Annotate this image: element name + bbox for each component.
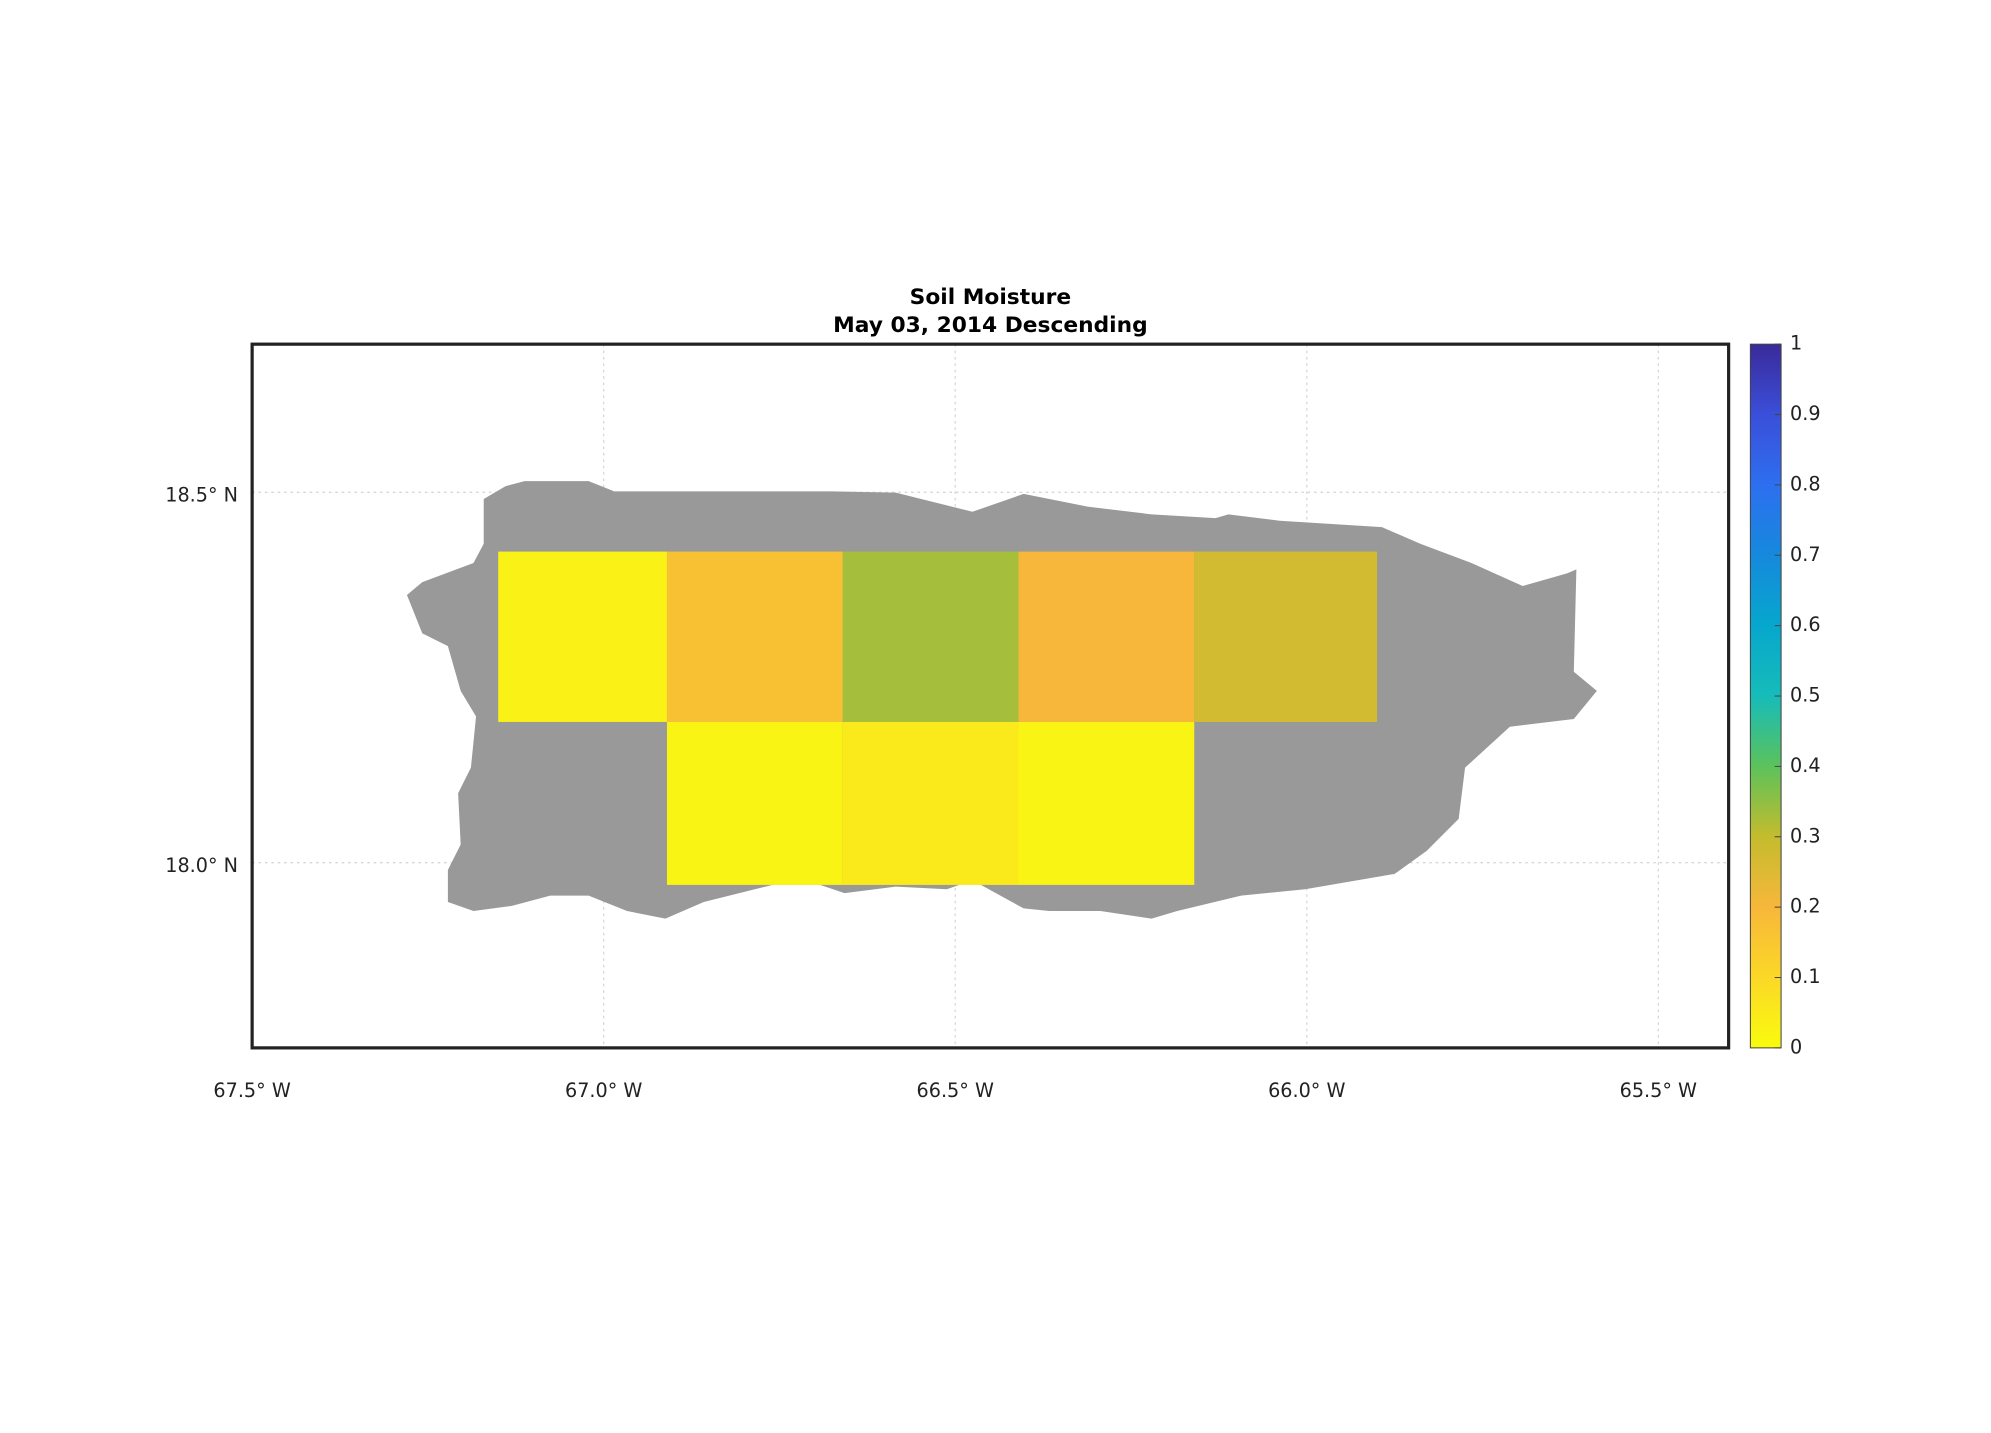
colorbar-tick-label: 0.9 [1790, 402, 1821, 425]
cell [1018, 551, 1195, 722]
x-tick-label: 65.5° W [1620, 1079, 1697, 1102]
cell [1194, 551, 1378, 722]
colorbar-tick-label: 0.5 [1790, 684, 1821, 707]
cells [498, 551, 1378, 885]
cell [842, 721, 1019, 885]
cell [666, 721, 843, 885]
cell [666, 551, 843, 722]
colorbar-tick-label: 0.6 [1790, 613, 1821, 636]
chart-subtitle: May 03, 2014 Descending [833, 313, 1148, 338]
colorbar-tick-label: 1 [1790, 332, 1802, 355]
colorbar-tick-label: 0.3 [1790, 824, 1821, 847]
x-tick-label: 66.5° W [917, 1079, 994, 1102]
x-tick-label: 67.0° W [565, 1079, 642, 1102]
x-tick-label: 67.5° W [213, 1079, 290, 1102]
y-tick-label: 18.5° N [165, 484, 238, 507]
colorbar-tick-label: 0.7 [1790, 543, 1821, 566]
cell [842, 551, 1019, 722]
colorbar-tick-label: 0.8 [1790, 472, 1821, 495]
cell [498, 551, 667, 722]
plot-frame [250, 342, 1731, 1050]
chart-title: Soil Moisture [910, 285, 1071, 310]
colorbar-tick-label: 0.1 [1790, 965, 1821, 988]
colorbar-ticks: 0 0.1 0.2 0.3 0.4 0.5 0.6 0.7 0.8 0.9 1 [1774, 332, 1821, 1058]
colorbar-tick-label: 0.2 [1790, 895, 1821, 918]
colorbar-tick-label: 0.4 [1790, 754, 1821, 777]
x-tick-label: 66.0° W [1268, 1079, 1345, 1102]
colorbar-tick-label: 0 [1790, 1035, 1802, 1058]
ticks: 67.5° W 67.0° W 66.5° W 66.0° W 65.5° W 18.5°… [165, 484, 1697, 1102]
cell [1018, 721, 1195, 885]
y-tick-label: 18.0° N [165, 854, 238, 877]
